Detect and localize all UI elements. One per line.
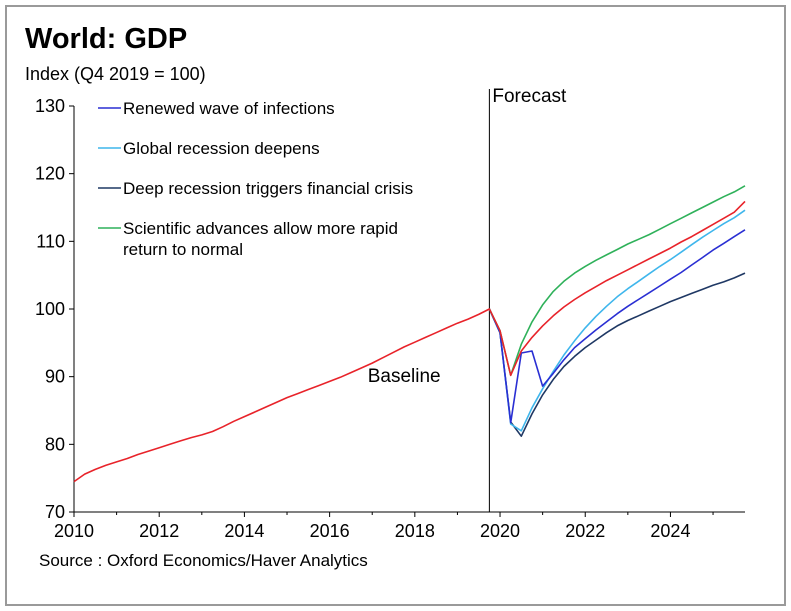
y-tick-label: 110: [36, 231, 65, 251]
y-tick-label: 80: [45, 434, 65, 454]
x-tick-label: 2016: [310, 521, 350, 541]
x-tick-label: 2018: [395, 521, 435, 541]
legend-label: Renewed wave of infections: [123, 99, 335, 118]
source-note: Source : Oxford Economics/Haver Analytic…: [39, 551, 368, 570]
x-tick-label: 2022: [565, 521, 605, 541]
series-line-renewed-wave-of-infections: [488, 229, 746, 424]
series-line-deep-recession-triggers-financial-crisis: [488, 272, 746, 437]
y-axis-label: Index (Q4 2019 = 100): [25, 64, 206, 84]
y-tick-label: 90: [45, 367, 65, 387]
legend-label: Scientific advances allow more rapid: [123, 219, 398, 238]
plot-area: 70 80 90 100 110 120 130 2010 2012 2014 2016 2018 20…: [35, 86, 746, 541]
y-tick-label: 130: [35, 96, 65, 116]
x-tick-label: 2020: [480, 521, 520, 541]
legend-label: Deep recession triggers financial crisis: [123, 179, 413, 198]
x-tick-label: 2014: [224, 521, 264, 541]
series-line-scientific-advances-allow-more-rapid-return-to-normal: [488, 185, 746, 377]
y-tick-label: 100: [35, 299, 65, 319]
chart-frame: World: GDP Index (Q4 2019 = 100) 70 80 90 1…: [5, 5, 786, 606]
y-tick-label: 70: [45, 502, 65, 522]
legend-label: Global recession deepens: [123, 139, 320, 158]
forecast-label: Forecast: [492, 86, 567, 107]
y-tick-label: 120: [35, 164, 65, 184]
chart-title: World: GDP: [25, 23, 187, 55]
x-tick-label: 2010: [54, 521, 94, 541]
gdp-line-chart: World: GDP Index (Q4 2019 = 100) 70 80 90 1…: [25, 23, 746, 570]
baseline-label: Baseline: [368, 366, 441, 387]
series-line-global-recession-deepens: [488, 209, 746, 432]
x-tick-label: 2024: [650, 521, 690, 541]
x-tick-label: 2012: [139, 521, 179, 541]
series-line-baseline: [73, 200, 746, 483]
legend-label: return to normal: [123, 240, 243, 259]
